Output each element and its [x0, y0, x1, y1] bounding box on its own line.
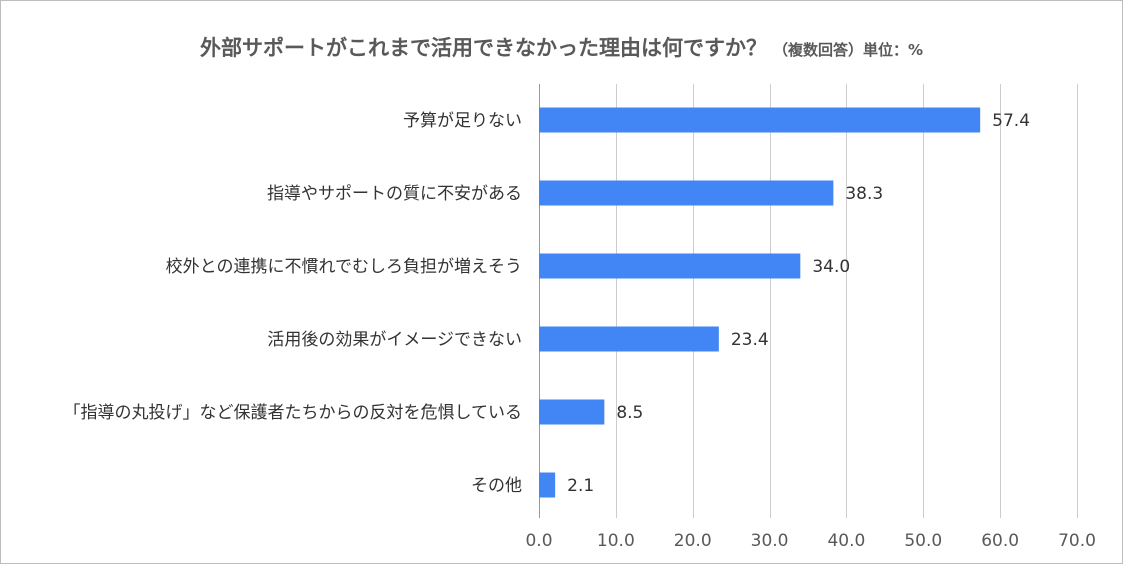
chart-title-main: 外部サポートがこれまで活用できなかった理由は何ですか？: [199, 36, 767, 60]
bar: [539, 107, 981, 133]
data-label: 23.4: [731, 330, 769, 350]
x-tick-label: 60.0: [981, 531, 1019, 551]
data-label: 2.1: [567, 476, 594, 496]
x-tick-label: 50.0: [904, 531, 942, 551]
category-label: 指導やサポートの質に不安がある: [267, 184, 522, 204]
x-tick-label: 0.0: [525, 531, 552, 551]
x-tick-label: 20.0: [674, 531, 712, 551]
category-label: 「指導の丸投げ」など保護者たちからの反対を危惧している: [64, 403, 523, 423]
category-label: 予算が足りない: [403, 111, 522, 131]
data-label: 8.5: [616, 403, 643, 423]
category-label: 校外との連携に不慣れでむしろ負担が増えそう: [166, 257, 522, 277]
x-tick-label: 30.0: [751, 531, 789, 551]
data-label: 57.4: [992, 111, 1030, 131]
data-label: 38.3: [845, 184, 883, 204]
chart-title: 外部サポートがこれまで活用できなかった理由は何ですか？ （複数回答）単位：%: [0, 32, 1123, 62]
bar: [539, 253, 801, 279]
bar: [539, 472, 556, 498]
x-tick-label: 40.0: [827, 531, 865, 551]
bar: [539, 326, 719, 352]
category-label: 活用後の効果がイメージできない: [267, 330, 522, 350]
x-tick-label: 10.0: [597, 531, 635, 551]
chart-subtitle: （複数回答）単位：%: [772, 41, 924, 59]
x-tick-label: 70.0: [1058, 531, 1096, 551]
bar: [539, 180, 834, 206]
bar: [539, 399, 605, 425]
category-label: その他: [471, 476, 522, 496]
data-label: 34.0: [812, 257, 850, 277]
